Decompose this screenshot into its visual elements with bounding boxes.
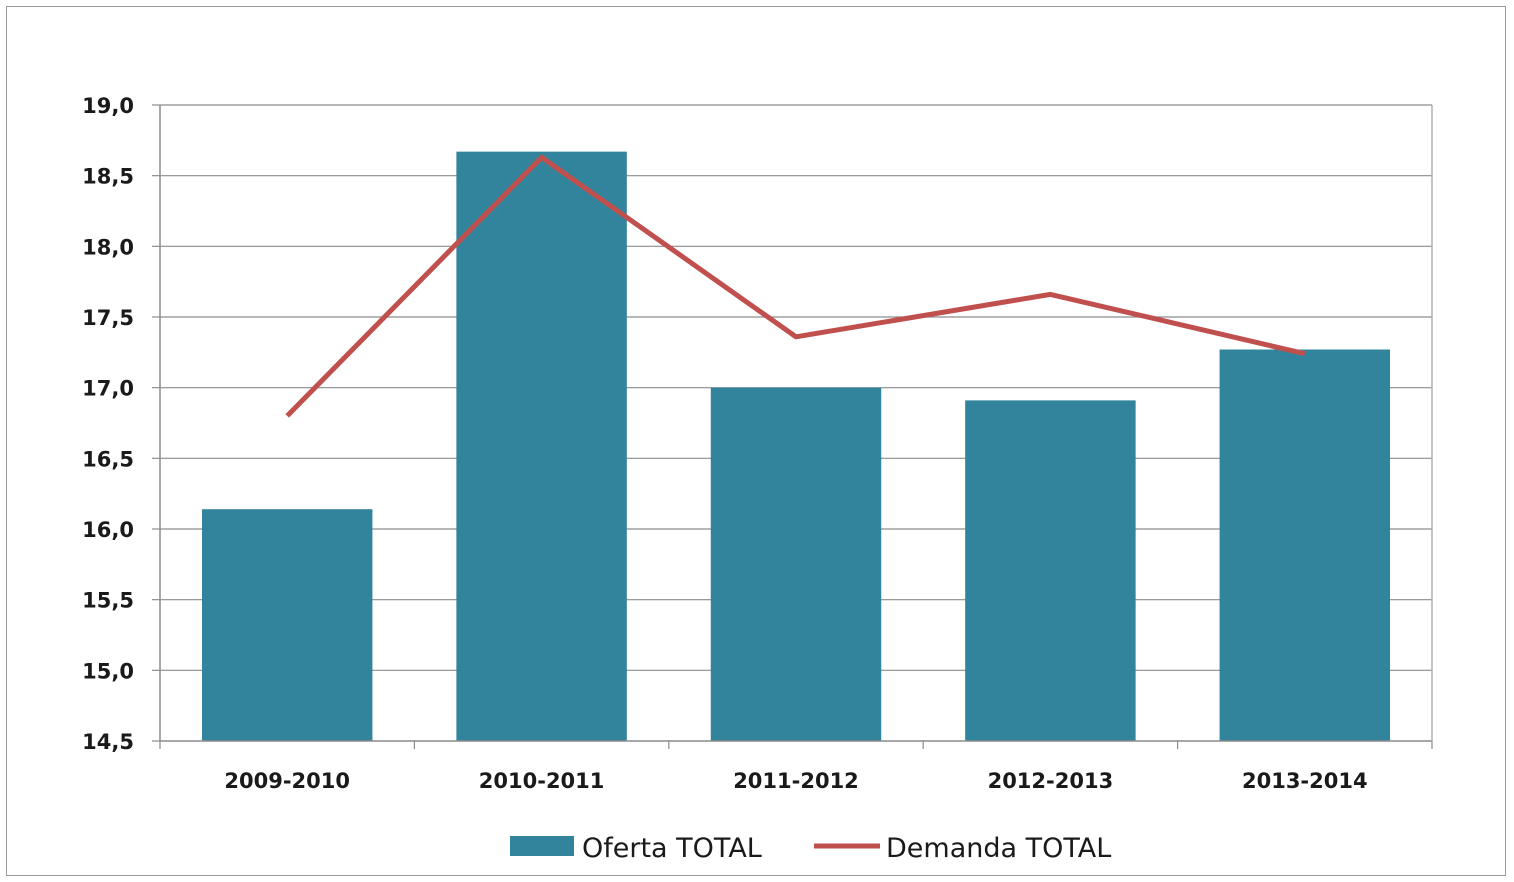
bar-oferta [710,387,882,741]
x-tick-label: 2010-2011 [479,769,605,793]
bar-oferta [965,400,1136,741]
bars-oferta [201,151,1391,741]
line-demanda [285,154,1306,418]
bar-oferta [1219,349,1391,741]
y-tick-label: 16,5 [82,447,134,471]
y-tick-label: 15,5 [82,589,134,613]
y-axis-ticks: 14,5 15,0 15,5 16,0 16,5 17,0 17,5 18,0 18,5 19,0 [82,94,160,754]
y-tick-label: 19,0 [82,94,134,118]
y-tick-label: 18,0 [82,235,134,259]
y-tick-label: 16,0 [82,518,134,542]
legend: Oferta TOTAL Demanda TOTAL [510,833,1111,864]
y-tick-label: 15,0 [82,659,134,683]
x-tick-label: 2011-2012 [733,769,859,793]
legend-swatch-oferta [510,836,574,856]
x-tick-label: 2009-2010 [224,769,350,793]
y-tick-label: 14,5 [82,730,134,754]
x-tick-label: 2013-2014 [1242,769,1368,793]
legend-label-demanda: Demanda TOTAL [886,833,1111,864]
y-tick-label: 17,5 [82,306,134,330]
y-tick-label: 17,0 [82,377,134,401]
x-tick-label: 2012-2013 [988,769,1114,793]
y-tick-label: 18,5 [82,165,134,189]
legend-label-oferta: Oferta TOTAL [582,833,762,864]
axes [159,105,1433,742]
bar-oferta [201,509,373,741]
bar-oferta [456,151,627,741]
series-line-demanda [285,154,1306,418]
x-axis-ticks: 2009-2010 2010-2011 2011-2012 2012-2013 2013… [159,741,1433,793]
